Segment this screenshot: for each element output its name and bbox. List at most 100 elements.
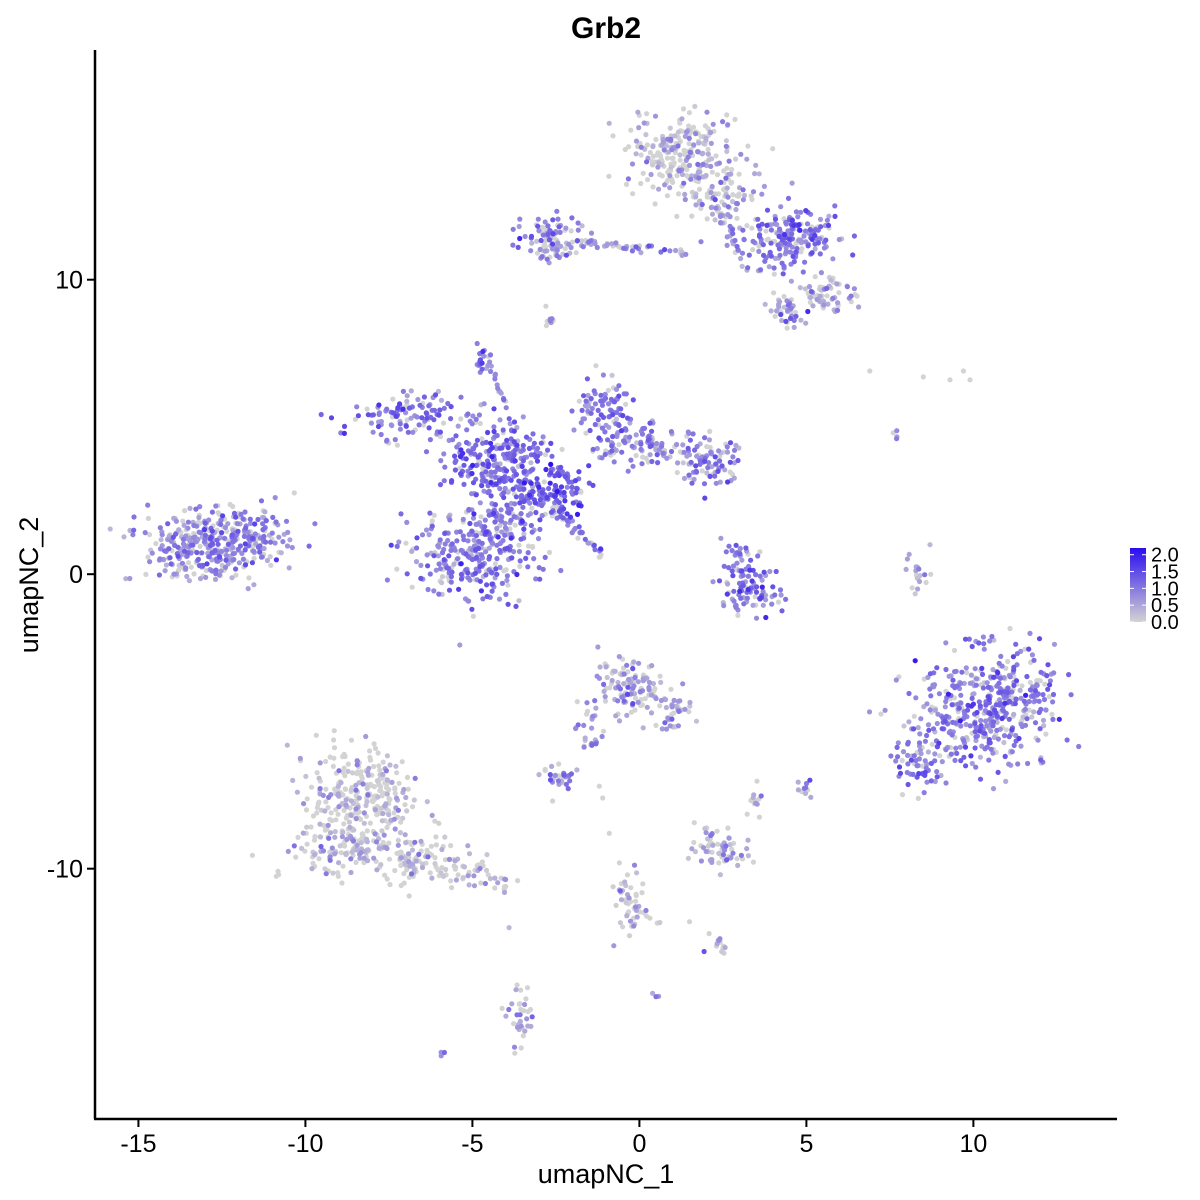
cell-point [365, 769, 371, 775]
cell-point [283, 518, 290, 524]
cell-point [208, 535, 214, 541]
cell-point [413, 858, 419, 864]
cell-point [606, 173, 612, 179]
cell-point [303, 773, 309, 780]
cell-point [706, 460, 712, 466]
cell-point [659, 443, 665, 449]
cell-point [519, 518, 525, 524]
cell-point [835, 300, 841, 306]
cell-point [682, 133, 688, 139]
cell-point [193, 506, 199, 512]
cell-point [638, 152, 644, 158]
cell-point [529, 529, 535, 535]
cell-point [458, 416, 464, 422]
cell-point [987, 638, 993, 644]
cell-point [395, 807, 401, 813]
cell-point [784, 325, 790, 331]
cell-point [515, 878, 521, 884]
cell-point [518, 493, 525, 499]
cell-point [599, 425, 606, 431]
cell-point [291, 490, 297, 496]
cell-point [1051, 641, 1058, 647]
cell-point [932, 778, 938, 785]
cell-point [643, 132, 649, 138]
cell-point [932, 707, 938, 713]
legend-tick-label: 0.5 [1151, 595, 1179, 617]
cell-point [447, 517, 453, 523]
cell-point [730, 454, 736, 460]
cell-point [763, 614, 769, 621]
cell-point [482, 524, 488, 530]
cell-point [270, 514, 276, 521]
cell-point [384, 845, 390, 852]
cell-point [590, 446, 596, 452]
cell-point [964, 670, 970, 676]
cell-point [733, 542, 739, 548]
cell-point [968, 703, 975, 709]
cell-point [432, 861, 438, 867]
cell-point [402, 802, 408, 808]
cell-point [754, 778, 760, 784]
cell-point [818, 270, 825, 276]
cell-point [745, 586, 751, 593]
cell-point [215, 510, 221, 516]
cell-point [516, 486, 523, 492]
cell-point [786, 236, 792, 242]
cell-point [394, 543, 400, 550]
cell-point [719, 949, 725, 955]
cell-point [252, 521, 258, 527]
cell-point [922, 572, 928, 578]
cell-point [549, 763, 555, 770]
cell-point [563, 252, 570, 258]
cell-point [517, 235, 523, 242]
cell-point [529, 1014, 535, 1020]
cell-point [595, 417, 601, 423]
cell-point [630, 665, 636, 672]
cell-point [470, 480, 477, 486]
cell-point [473, 533, 479, 539]
cell-point [508, 506, 514, 512]
cell-point [649, 663, 655, 669]
cell-point [303, 807, 310, 813]
cell-point [370, 429, 376, 435]
cell-point [734, 856, 740, 862]
cell-point [768, 253, 774, 259]
cell-point [416, 851, 422, 858]
cell-point [469, 491, 475, 497]
cell-point [500, 537, 506, 544]
cell-point [602, 391, 608, 398]
cell-point [730, 573, 736, 579]
cell-point [668, 686, 674, 692]
cell-point [851, 286, 858, 292]
cell-point [529, 543, 536, 550]
cell-point [731, 447, 738, 453]
cell-point [513, 494, 520, 500]
cell-point [516, 598, 522, 604]
cell-point [716, 850, 722, 857]
cell-point [927, 542, 933, 548]
cell-point [1002, 700, 1008, 706]
cell-point [996, 660, 1002, 666]
cell-point [635, 699, 641, 705]
cell-point [701, 481, 708, 487]
cell-point [442, 834, 448, 840]
cell-point [1043, 731, 1049, 737]
cell-point [1019, 683, 1025, 689]
cell-point [341, 430, 347, 436]
cell-point [698, 858, 705, 864]
cell-point [428, 843, 434, 849]
cell-point [878, 711, 884, 717]
cell-point [200, 562, 206, 569]
cell-point [905, 761, 911, 767]
cell-point [516, 478, 522, 484]
cell-point [922, 769, 928, 776]
cell-point [481, 488, 487, 494]
cell-point [669, 704, 675, 710]
cell-point [970, 691, 976, 697]
cell-point [355, 413, 361, 419]
cell-point [578, 529, 584, 535]
cell-point [249, 852, 255, 858]
cell-point [967, 377, 973, 383]
cell-point [507, 421, 513, 427]
cell-point [633, 244, 639, 250]
